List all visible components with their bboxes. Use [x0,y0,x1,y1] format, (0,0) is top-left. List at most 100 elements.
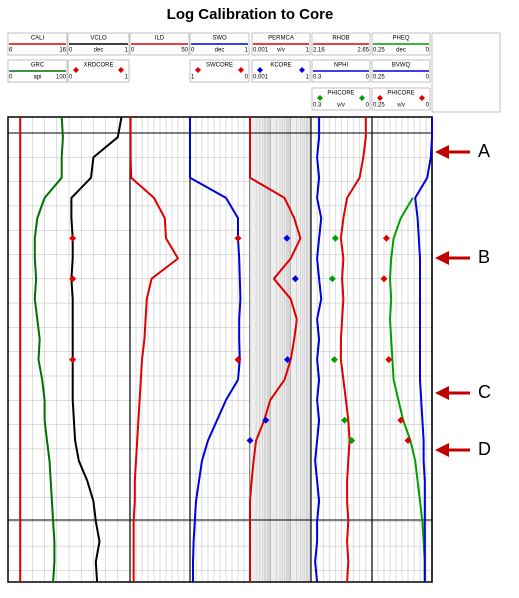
annotations: A B C D [435,141,491,459]
grid [7,116,433,583]
curve-name: SWO [212,36,227,42]
curve [129,117,179,582]
curve-name: VCLO [90,36,107,42]
curve [70,116,123,583]
core-point [262,416,270,424]
plot-frame [7,116,433,583]
arrow-head [435,386,449,400]
legend-diamond [257,67,263,73]
header-box [311,87,371,111]
header-box [67,59,130,83]
unit: dec [215,48,225,54]
core-point [291,275,299,283]
scale-left: 0 [69,48,73,54]
curve [189,117,242,582]
core-point [69,356,77,364]
unit: dec [396,48,406,54]
annotation-label: D [478,439,491,459]
legend-diamond [359,95,365,101]
scale-left: 1 [191,75,195,81]
scale-right: 0 [245,75,249,81]
scale-right: 100 [56,75,67,81]
curve-name: PHICORE [327,91,354,97]
scale-right: 0 [426,75,430,81]
scale-left: 0 [131,48,135,54]
curves [19,116,433,583]
curve-name: SWCORE [206,63,233,69]
scale-left: 0.25 [373,75,385,81]
arrow-head [435,145,449,159]
scale-left: 0 [191,48,195,54]
curve [339,117,367,583]
core-point [69,275,77,283]
scale-left: 0.25 [373,103,385,109]
header-box [371,87,431,111]
scale-right: 1 [125,48,129,54]
curve-name: XRDCORE [83,63,113,69]
curve-name: KCORE [270,63,291,69]
scale-left: 0.25 [373,48,385,54]
curve-name: ILD [155,36,165,42]
core-point [341,416,349,424]
legend-diamond [419,95,425,101]
curve-name: RHOB [332,36,349,42]
header-box [189,59,250,83]
annotation-label: B [478,247,490,267]
legend-diamond [299,67,305,73]
scale-left: 0 [69,75,73,81]
scale-right: 0 [366,103,370,109]
legend-diamond [118,67,124,73]
scale-right: 0 [426,103,430,109]
core-point [404,436,412,444]
core-point [328,275,336,283]
scale-right: 1 [125,75,129,81]
scale-left: 0.001 [253,48,269,54]
annotation-label: A [478,141,490,161]
scale-left: 0.001 [253,75,269,81]
scale-right: 1 [245,48,249,54]
scale-right: 50 [181,48,188,54]
chart-title: Log Calibration to Core [167,6,334,23]
scale-right: 0 [366,75,370,81]
legend-diamond [73,67,79,73]
core-point [283,234,291,242]
curve-name: GRC [31,63,45,69]
curve-name: PHICORE [387,91,414,97]
legend-diamond [377,95,383,101]
arrow-head [435,251,449,265]
curve [389,197,426,582]
core-point [397,416,405,424]
scale-left: 0.3 [313,75,322,81]
core-point [380,275,388,283]
legend-diamond [195,67,201,73]
curve [249,117,302,582]
scale-right: 0 [426,48,430,54]
header-box [251,59,311,83]
scale-left: 6 [9,48,13,54]
empty-header-box [431,32,501,113]
scale-left: 2.16 [313,48,325,54]
core-point [234,234,242,242]
curve [314,117,323,583]
scale-right: 16 [59,48,66,54]
unit: v/v [277,48,285,54]
curve-name: CALI [31,36,45,42]
legend-diamond [317,95,323,101]
curve-name: NPHI [334,63,349,69]
annotation-label: C [478,382,491,402]
unit: dec [94,48,104,54]
core-point [69,234,77,242]
legend-diamond [238,67,244,73]
scale-right: 1 [306,75,310,81]
arrow-head [435,443,449,457]
core-point [331,234,339,242]
curve-name: PERMCA [268,36,294,42]
unit: v/v [397,103,405,109]
scale-left: 0 [9,75,13,81]
core-point [246,436,254,444]
core-point [348,436,356,444]
core-point [234,356,242,364]
curve-name: PHEQ [392,36,409,42]
unit: api [33,75,41,81]
